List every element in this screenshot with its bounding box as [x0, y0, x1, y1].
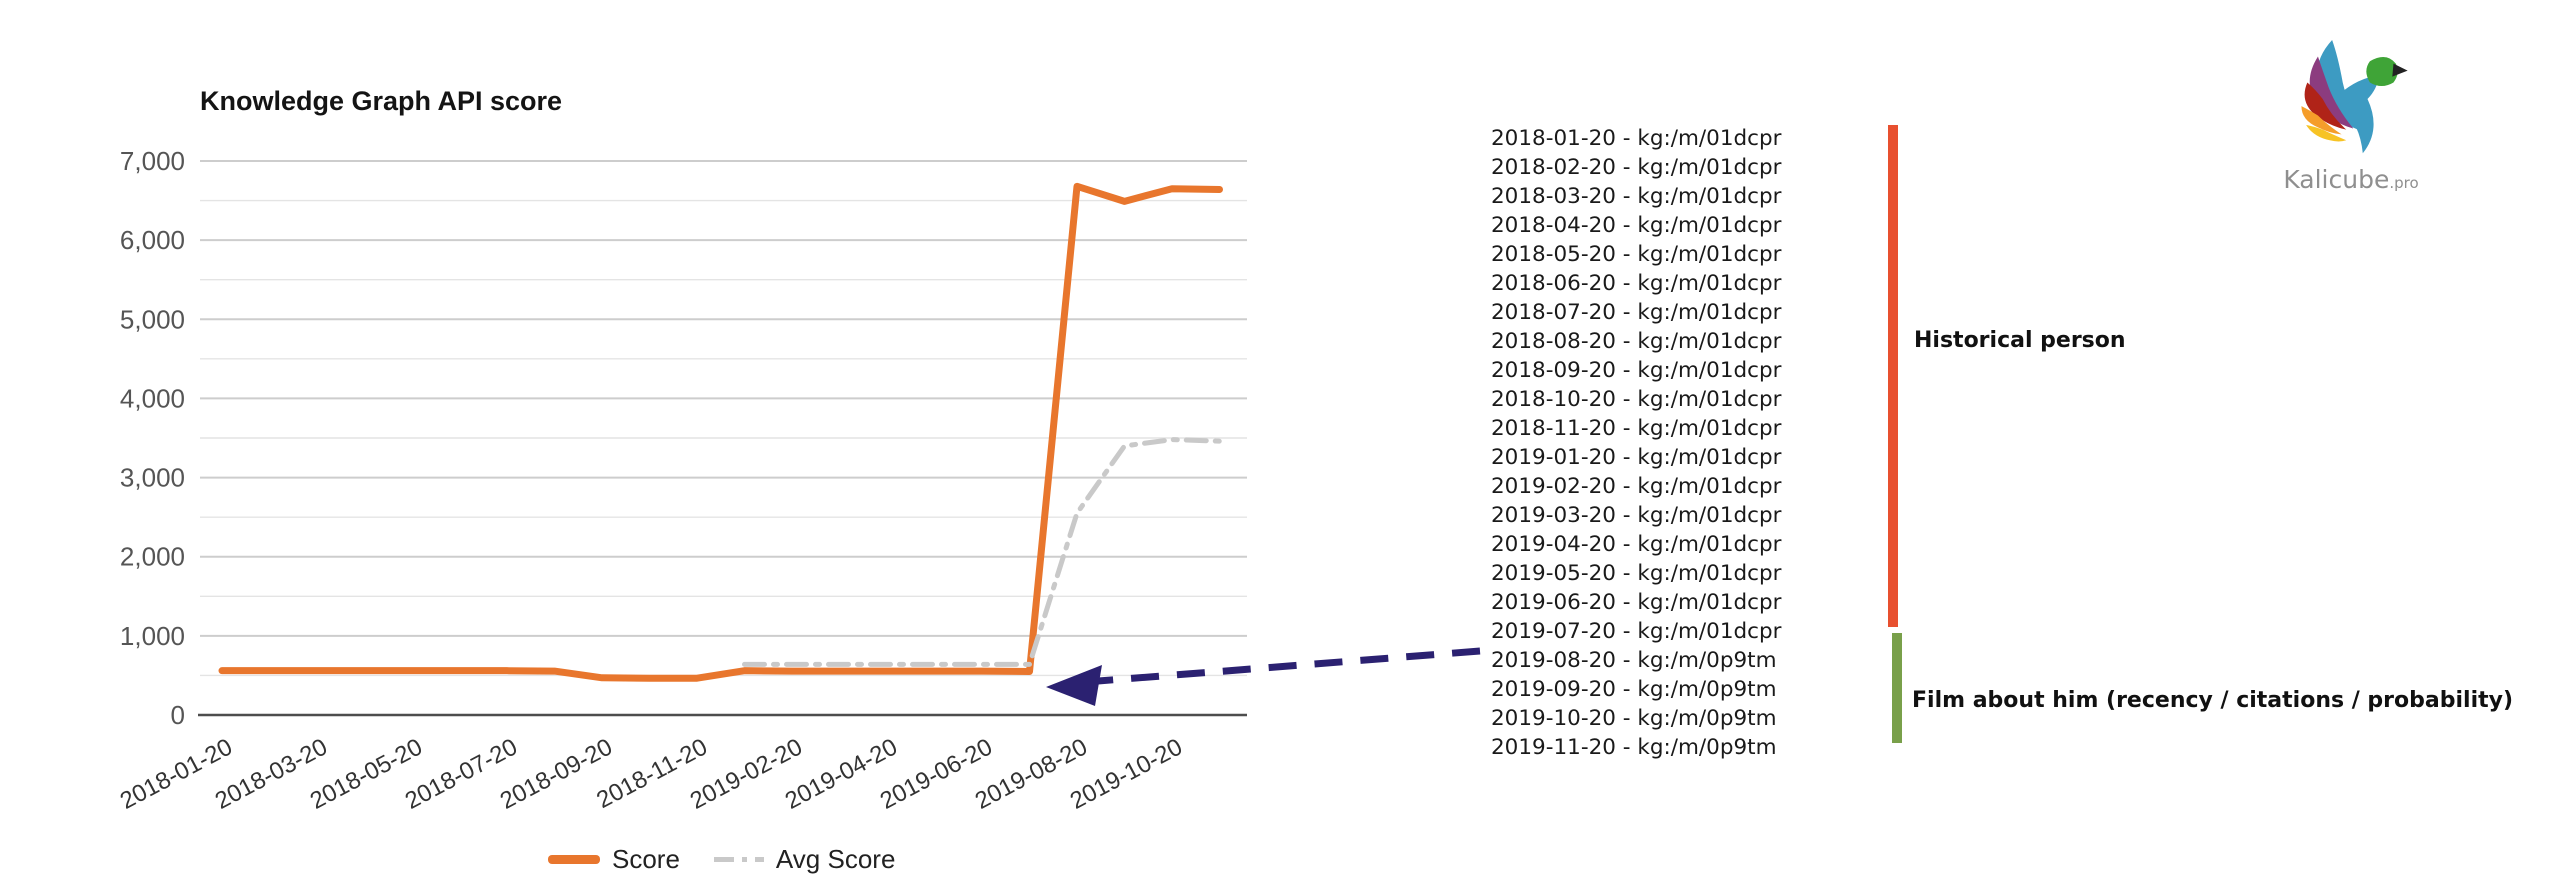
historical-person-bar	[1888, 125, 1898, 627]
knowledge-graph-score-chart: 01,0002,0003,0004,0005,0006,0007,0002018…	[116, 146, 1481, 815]
timeline-item: 2018-07-20 - kg:/m/01dcpr	[1491, 300, 1782, 325]
y-axis-tick-label: 5,000	[120, 304, 185, 334]
legend-item-avg-score: Avg Score	[713, 844, 896, 875]
timeline-item: 2018-08-20 - kg:/m/01dcpr	[1491, 329, 1782, 354]
timeline-item: 2018-10-20 - kg:/m/01dcpr	[1491, 387, 1782, 412]
timeline-item: 2018-01-20 - kg:/m/01dcpr	[1491, 126, 1782, 151]
y-axis-tick-label: 2,000	[120, 542, 185, 572]
legend-item-score: Score	[548, 844, 680, 875]
annotation-arrow-head	[1046, 665, 1102, 706]
kalicube-bird-icon	[2301, 40, 2408, 154]
kalicube-logo: Kalicube.pro	[2266, 40, 2436, 194]
y-axis-tick-label: 7,000	[120, 146, 185, 176]
score-line-swatch	[548, 855, 600, 864]
y-axis-tick-label: 3,000	[120, 463, 185, 493]
timeline-item: 2019-11-20 - kg:/m/0p9tm	[1491, 735, 1777, 760]
timeline-item: 2018-05-20 - kg:/m/01dcpr	[1491, 242, 1782, 267]
chart-title: Knowledge Graph API score	[200, 86, 563, 116]
timeline-item: 2018-03-20 - kg:/m/01dcpr	[1491, 184, 1782, 209]
timeline-item: 2018-02-20 - kg:/m/01dcpr	[1491, 155, 1782, 180]
legend-label-avg-score: Avg Score	[775, 844, 896, 874]
avg-score-line	[742, 437, 1222, 667]
timeline-item: 2019-09-20 - kg:/m/0p9tm	[1491, 677, 1777, 702]
annotation-arrow-shaft	[1097, 647, 1481, 685]
timeline-item: 2018-06-20 - kg:/m/01dcpr	[1491, 271, 1782, 296]
timeline-item: 2019-05-20 - kg:/m/01dcpr	[1491, 561, 1782, 586]
timeline-item: 2019-04-20 - kg:/m/01dcpr	[1491, 532, 1782, 557]
timeline-item: 2019-08-20 - kg:/m/0p9tm	[1491, 648, 1777, 673]
timeline-item: 2019-07-20 - kg:/m/01dcpr	[1491, 619, 1782, 644]
timeline-item: 2019-02-20 - kg:/m/01dcpr	[1491, 474, 1782, 499]
y-axis-tick-label: 4,000	[120, 383, 185, 413]
legend-label-score: Score	[612, 844, 680, 874]
date-entity-list: 2018-01-20 - kg:/m/01dcpr 2018-02-20 - kg…	[1491, 124, 1781, 762]
film-bar	[1892, 633, 1902, 743]
timeline-item: 2018-11-20 - kg:/m/01dcpr	[1491, 416, 1782, 441]
timeline-item: 2019-10-20 - kg:/m/0p9tm	[1491, 706, 1777, 731]
score-line	[218, 182, 1223, 682]
timeline-item: 2019-06-20 - kg:/m/01dcpr	[1491, 590, 1782, 615]
y-axis-tick-label: 6,000	[120, 225, 185, 255]
y-axis-tick-label: 1,000	[120, 621, 185, 651]
film-label: Film about him (recency / citations / pr…	[1912, 688, 2514, 713]
timeline-item: 2018-04-20 - kg:/m/01dcpr	[1491, 213, 1782, 238]
timeline-item: 2019-03-20 - kg:/m/01dcpr	[1491, 503, 1782, 528]
kalicube-wordmark: Kalicube.pro	[2283, 165, 2419, 194]
avg-score-line-swatch	[713, 857, 764, 862]
timeline-item: 2018-09-20 - kg:/m/01dcpr	[1491, 358, 1782, 383]
chart-legend: Score Avg Score	[548, 844, 895, 875]
historical-person-label: Historical person	[1914, 328, 2126, 353]
y-axis-tick-label: 0	[171, 700, 185, 730]
timeline-item: 2019-01-20 - kg:/m/01dcpr	[1491, 445, 1782, 470]
